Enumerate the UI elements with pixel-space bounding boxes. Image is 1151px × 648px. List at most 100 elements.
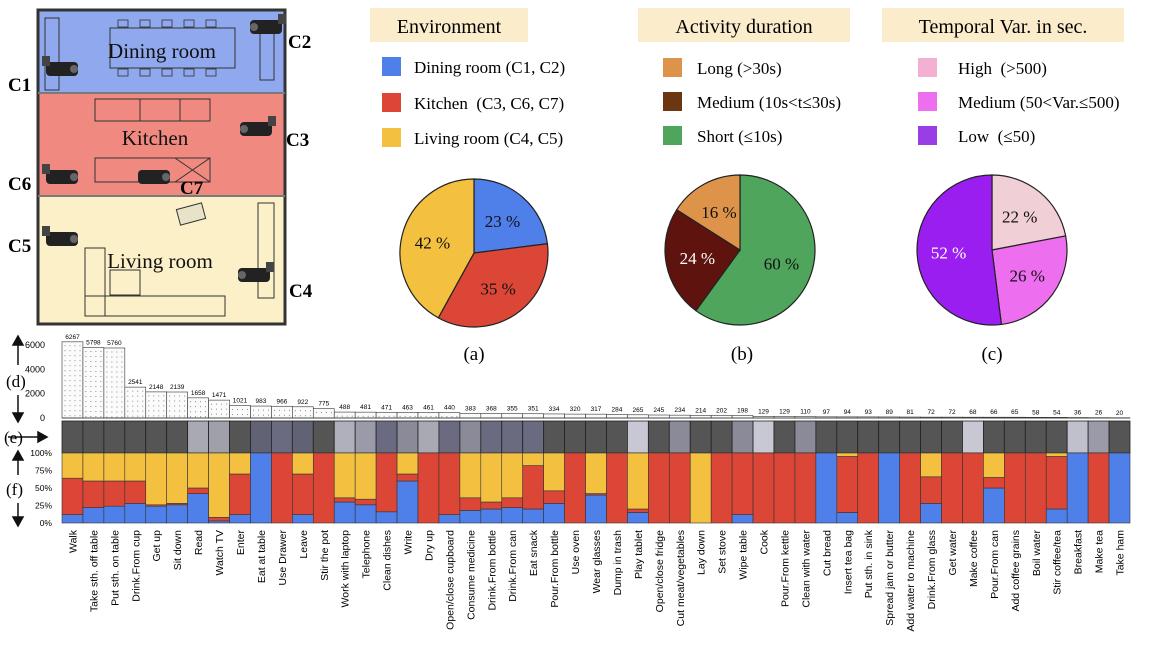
bar-texture-dot: [304, 410, 306, 412]
bar-texture-dot: [95, 401, 97, 402]
bar-texture-dot: [309, 415, 311, 417]
bar-texture-dot: [163, 400, 165, 402]
variation-cell: [668, 420, 691, 454]
category-label: Lay down: [696, 530, 708, 575]
bar-texture-dot: [64, 375, 66, 377]
bar-texture-dot: [90, 366, 92, 367]
tablet-device: [175, 202, 207, 226]
variation-cell: [1003, 420, 1026, 454]
bar-texture-dot: [132, 405, 134, 407]
environment-share-bar: [354, 498, 377, 506]
environment-share-bar: [396, 473, 419, 482]
environment-share-bar: [773, 452, 796, 524]
bar-texture-dot: [85, 411, 87, 412]
category-label: Take ham: [1115, 530, 1127, 576]
legend-title-box: [882, 8, 1124, 42]
bar-texture-dot: [116, 396, 118, 398]
y-tick-label: 2000: [25, 389, 45, 399]
count-bar: [250, 405, 272, 419]
bar-texture-dot: [111, 371, 113, 373]
pie-charts: 23 % 35 % 42 % 60 % 24 % 16 % 22 % 26 % 52 %: [399, 174, 1068, 328]
environment-share-bar: [1066, 452, 1089, 524]
bar-texture-dot: [163, 415, 165, 417]
bar-texture-dot: [142, 405, 144, 407]
environment-share-bar: [627, 452, 649, 510]
legend-label: Kitchen (C3, C6, C7): [414, 94, 564, 113]
bar-texture-dot: [64, 415, 66, 417]
bar-texture-dot: [288, 414, 290, 416]
category-label: Drink.From bottle: [486, 530, 498, 611]
bar-texture-dot: [100, 381, 102, 382]
environment-share-bar: [627, 512, 649, 524]
environment-share-bar: [459, 497, 482, 511]
bar-texture-dot: [64, 380, 66, 382]
bar-texture-dot: [79, 405, 81, 407]
bar-texture-dot: [399, 415, 401, 417]
bar-texture-dot: [137, 390, 139, 392]
bar-texture-dot: [205, 411, 207, 413]
variation-cell: [208, 420, 230, 454]
floor-plan-outline: [36, 8, 287, 326]
bar-texture-dot: [137, 405, 139, 407]
variation-cell: [962, 420, 984, 454]
bar-texture-dot: [127, 410, 129, 412]
bar-texture-dot: [121, 386, 123, 388]
bar-texture-dot: [163, 410, 165, 412]
variation-cell: [836, 420, 859, 454]
legend-swatch: [663, 92, 682, 111]
environment-share-bar: [103, 452, 126, 482]
bar-texture-dot: [435, 415, 437, 417]
variation-cell: [689, 420, 712, 454]
bar-texture-dot: [90, 416, 92, 417]
bar-texture-dot: [79, 375, 81, 377]
legend-label: Medium (50<Var.≤500): [958, 93, 1120, 112]
bar-texture-dot: [64, 355, 66, 357]
environment-share-bar: [920, 476, 942, 504]
bar-texture-dot: [64, 390, 66, 392]
bar-texture-dot: [283, 409, 285, 411]
count-bar-label: 202: [716, 408, 727, 415]
count-bar-label: 58: [1032, 409, 1040, 416]
pie-slice: [675, 174, 741, 252]
bar-texture-dot: [163, 395, 165, 397]
bar-texture-dot: [451, 416, 453, 418]
bar-texture-dot: [74, 365, 76, 367]
environment-share-bar: [396, 480, 419, 524]
count-bar-label: 20: [1116, 410, 1124, 417]
category-label: Cook: [759, 529, 771, 554]
bar-texture-dot: [273, 409, 275, 411]
camera-icon: [42, 56, 78, 76]
count-bar-label: 461: [423, 404, 434, 411]
variation-cell: [585, 420, 607, 454]
bar-texture-dot: [330, 412, 332, 414]
bar-texture-dot: [74, 375, 76, 377]
camera-label-c6: C6: [8, 174, 31, 195]
environment-share-bar: [417, 452, 440, 524]
bar-texture-dot: [74, 370, 76, 372]
count-bar-label: 922: [297, 399, 308, 406]
legend-label: Short (≤10s): [697, 127, 782, 146]
variation-cell: [354, 420, 377, 454]
count-bar-label: 26: [1095, 410, 1103, 417]
camera-icon: [138, 170, 170, 184]
bar-texture-dot: [320, 412, 322, 414]
environment-share-bar: [459, 510, 482, 524]
category-label: Cut meat/vegetables: [675, 530, 687, 626]
environment-share-bar: [82, 507, 105, 524]
bar-texture-dot: [74, 415, 76, 417]
activity-charts: 0 2000 4000 6000 6267 5798 5760 2541 2148 2139 165…: [25, 334, 1131, 632]
bar-texture-dot: [216, 403, 218, 405]
bar-texture-dot: [106, 391, 108, 393]
category-label: Add water to machine: [905, 530, 917, 632]
environment-share-bar: [962, 452, 984, 524]
bar-texture-dot: [106, 396, 108, 398]
bar-texture-dot: [111, 361, 113, 363]
count-bar-label: 81: [906, 409, 914, 416]
variation-cell: [522, 420, 545, 454]
bar-texture-dot: [121, 396, 123, 398]
bar-texture-dot: [174, 410, 176, 412]
floor-plan: Dining room Kitchen Living room C1 C2 C3…: [8, 8, 313, 326]
count-bar: [501, 413, 524, 419]
panel-label-c: (c): [981, 344, 1002, 365]
coffee-table: [109, 269, 141, 296]
